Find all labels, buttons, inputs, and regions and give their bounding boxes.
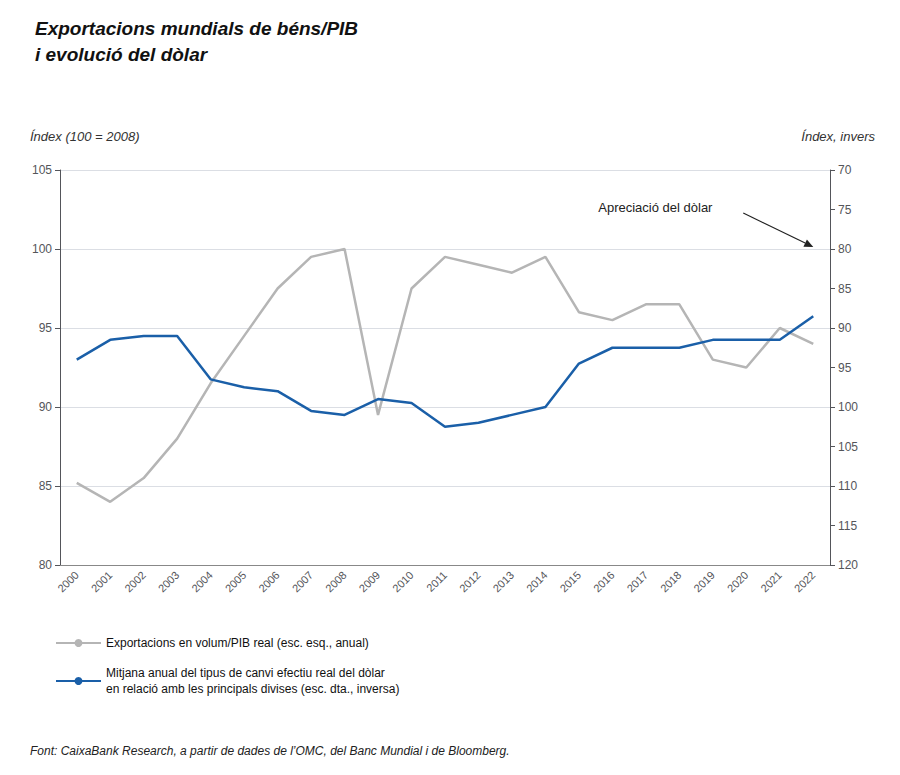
svg-text:2020: 2020 <box>725 569 751 595</box>
svg-text:Índex (100 = 2008): Índex (100 = 2008) <box>30 129 140 144</box>
svg-text:2012: 2012 <box>457 569 483 595</box>
svg-text:2005: 2005 <box>223 569 249 595</box>
svg-text:2001: 2001 <box>89 569 115 595</box>
svg-text:85: 85 <box>39 479 53 493</box>
svg-text:110: 110 <box>838 479 857 493</box>
svg-text:2016: 2016 <box>591 569 617 595</box>
svg-text:120: 120 <box>838 558 858 572</box>
svg-text:2014: 2014 <box>524 569 550 595</box>
svg-text:Font: CaixaBank Research, a pa: Font: CaixaBank Research, a partir de da… <box>30 744 510 758</box>
svg-text:2002: 2002 <box>122 569 148 595</box>
svg-text:90: 90 <box>39 400 53 414</box>
svg-text:2010: 2010 <box>390 569 416 595</box>
svg-text:90: 90 <box>838 321 852 335</box>
svg-text:70: 70 <box>838 163 852 177</box>
svg-text:2013: 2013 <box>490 569 516 595</box>
svg-text:2000: 2000 <box>55 569 81 595</box>
svg-text:2006: 2006 <box>256 569 282 595</box>
svg-text:95: 95 <box>39 321 53 335</box>
svg-text:105: 105 <box>32 163 52 177</box>
svg-text:Índex, invers: Índex, invers <box>801 129 875 144</box>
svg-text:100: 100 <box>838 400 858 414</box>
svg-text:2021: 2021 <box>758 569 784 595</box>
svg-text:2003: 2003 <box>156 569 182 595</box>
svg-text:Exportacions mundials de béns/: Exportacions mundials de béns/PIB <box>35 18 358 39</box>
svg-text:95: 95 <box>838 361 852 375</box>
svg-text:80: 80 <box>838 242 852 256</box>
svg-text:85: 85 <box>838 282 852 296</box>
svg-text:2011: 2011 <box>424 569 449 594</box>
svg-text:en relació amb les principals: en relació amb les principals divises (e… <box>106 682 399 696</box>
svg-text:2007: 2007 <box>290 569 316 595</box>
svg-text:2018: 2018 <box>658 569 684 595</box>
svg-text:2017: 2017 <box>624 569 650 595</box>
svg-text:75: 75 <box>838 203 852 217</box>
svg-text:Apreciació del dòlar: Apreciació del dòlar <box>598 200 713 215</box>
svg-text:105: 105 <box>838 440 858 454</box>
svg-text:2008: 2008 <box>323 569 349 595</box>
svg-text:Mitjana anual del tipus de can: Mitjana anual del tipus de canvi efectiu… <box>106 666 385 680</box>
svg-text:i evolució del dòlar: i evolució del dòlar <box>35 44 209 65</box>
svg-text:2004: 2004 <box>189 569 215 595</box>
svg-text:2019: 2019 <box>691 569 717 595</box>
svg-text:115: 115 <box>838 519 857 533</box>
svg-text:80: 80 <box>39 558 53 572</box>
svg-text:2015: 2015 <box>557 569 583 595</box>
svg-text:2009: 2009 <box>357 569 383 595</box>
svg-text:2022: 2022 <box>792 569 818 595</box>
svg-text:100: 100 <box>32 242 52 256</box>
svg-text:Exportacions en volum/PIB real: Exportacions en volum/PIB real (esc. esq… <box>106 636 369 650</box>
